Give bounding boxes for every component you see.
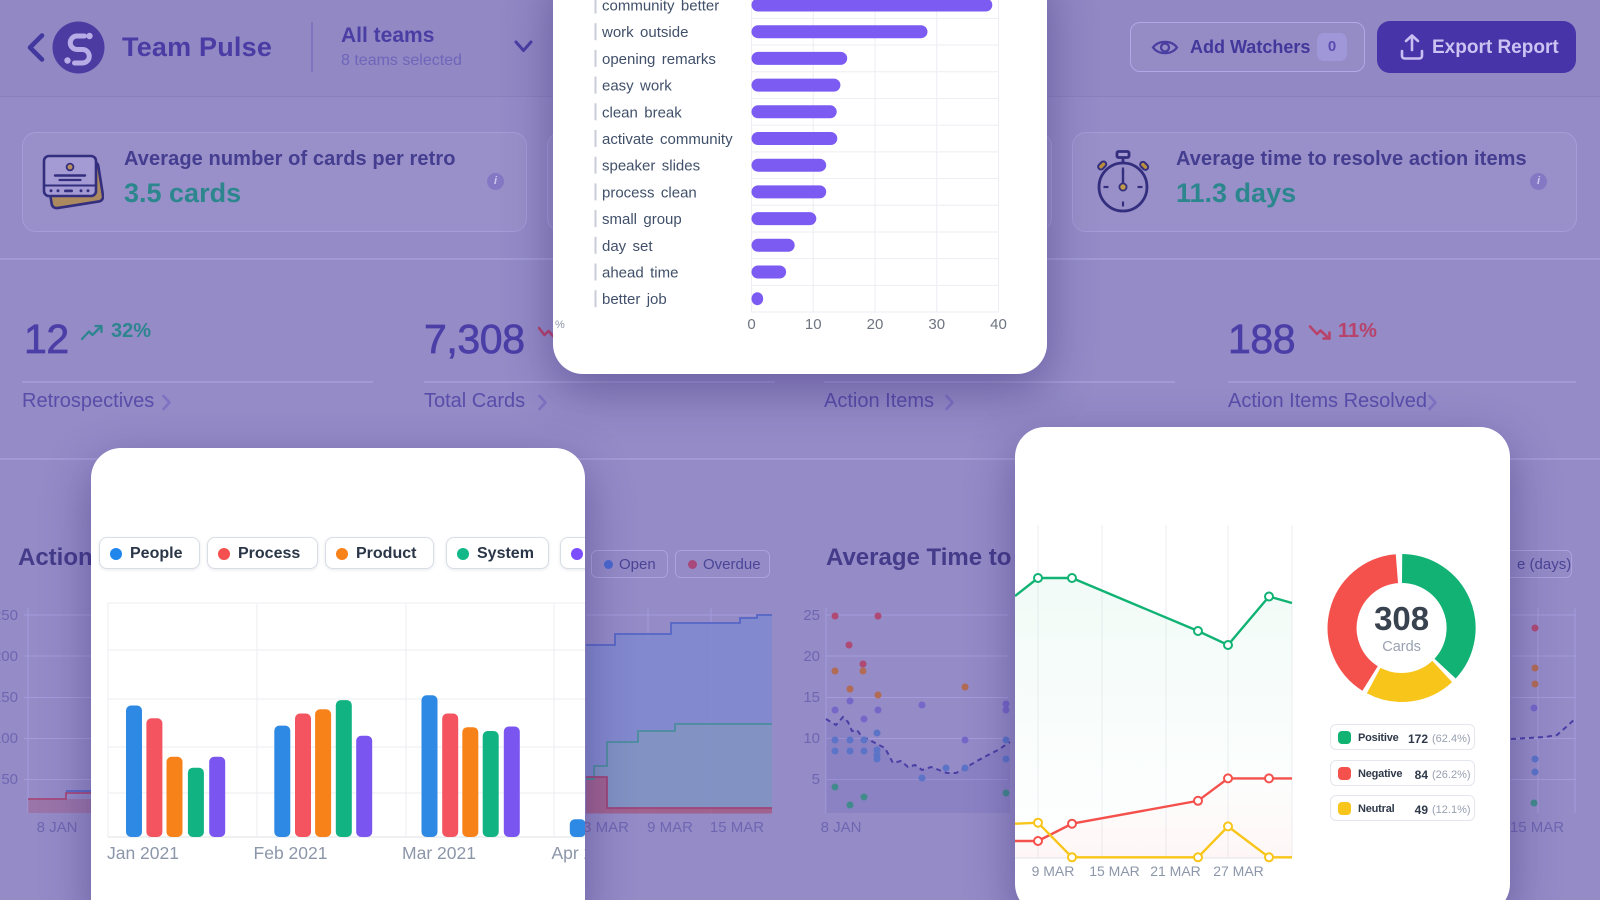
svg-text:process clean: process clean bbox=[602, 184, 697, 201]
svg-text:Jan 2021: Jan 2021 bbox=[107, 843, 179, 863]
svg-text:10: 10 bbox=[805, 316, 822, 333]
svg-text:Cards: Cards bbox=[1382, 639, 1421, 655]
svg-text:3 MAR: 3 MAR bbox=[583, 819, 629, 836]
svg-text:15 MAR: 15 MAR bbox=[710, 819, 764, 836]
svg-text:Mar 2021: Mar 2021 bbox=[402, 843, 476, 863]
svg-text:15 MAR: 15 MAR bbox=[1510, 819, 1564, 836]
svg-text:clean break: clean break bbox=[602, 104, 682, 121]
svg-text:9 MAR: 9 MAR bbox=[1032, 863, 1075, 879]
svg-text:easy work: easy work bbox=[602, 78, 672, 95]
svg-text:ahead time: ahead time bbox=[602, 265, 678, 282]
svg-text:40: 40 bbox=[990, 316, 1007, 333]
svg-text:15 MAR: 15 MAR bbox=[1089, 863, 1140, 879]
svg-text:30: 30 bbox=[928, 316, 945, 333]
svg-text:25: 25 bbox=[803, 607, 820, 624]
svg-text:200: 200 bbox=[0, 648, 18, 665]
svg-text:activate community: activate community bbox=[602, 131, 733, 148]
svg-text:250: 250 bbox=[0, 607, 18, 624]
svg-text:speaker slides: speaker slides bbox=[602, 158, 700, 175]
svg-text:%: % bbox=[555, 319, 565, 331]
svg-text:21 MAR: 21 MAR bbox=[1150, 863, 1201, 879]
svg-text:50: 50 bbox=[1, 771, 18, 788]
svg-text:Feb 2021: Feb 2021 bbox=[254, 843, 328, 863]
svg-text:work outside: work outside bbox=[601, 24, 688, 41]
svg-text:8 JAN: 8 JAN bbox=[821, 819, 862, 836]
svg-text:small group: small group bbox=[602, 211, 682, 228]
svg-text:10: 10 bbox=[803, 730, 820, 747]
svg-text:Apr 2021: Apr 2021 bbox=[551, 843, 585, 863]
svg-text:15: 15 bbox=[803, 689, 820, 706]
svg-text:100: 100 bbox=[0, 730, 18, 747]
svg-text:8 JAN: 8 JAN bbox=[37, 819, 78, 836]
svg-text:20: 20 bbox=[867, 316, 884, 333]
svg-text:day set: day set bbox=[602, 238, 653, 255]
svg-text:5: 5 bbox=[812, 771, 820, 788]
svg-text:opening remarks: opening remarks bbox=[602, 51, 716, 68]
svg-text:better job: better job bbox=[602, 291, 667, 308]
svg-text:9 MAR: 9 MAR bbox=[647, 819, 693, 836]
svg-text:community better: community better bbox=[602, 0, 719, 15]
svg-text:20: 20 bbox=[803, 648, 820, 665]
svg-text:27 MAR: 27 MAR bbox=[1213, 863, 1264, 879]
svg-text:308: 308 bbox=[1374, 600, 1429, 637]
svg-text:0: 0 bbox=[747, 316, 755, 333]
svg-text:150: 150 bbox=[0, 689, 18, 706]
